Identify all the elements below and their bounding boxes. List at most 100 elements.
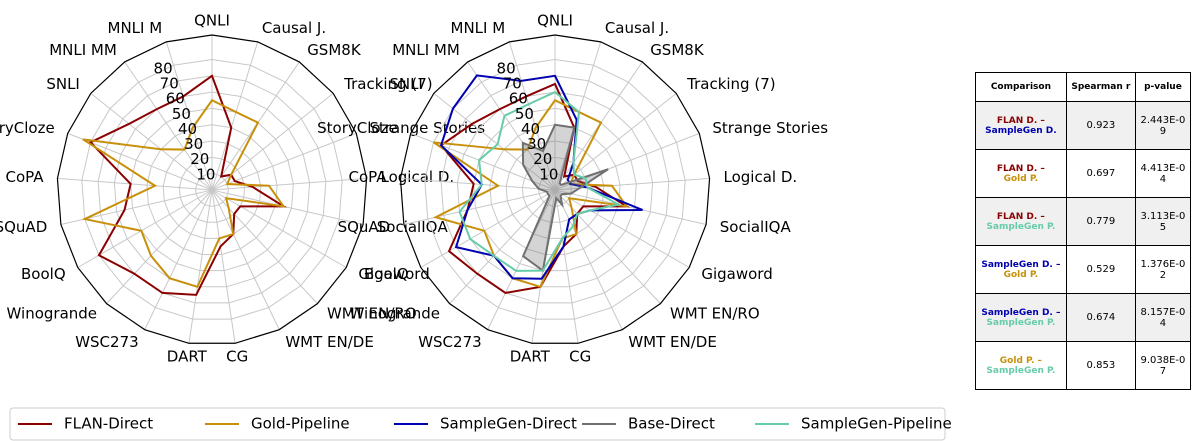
spoke bbox=[211, 41, 259, 191]
spoke bbox=[211, 189, 280, 330]
grid-ring bbox=[505, 140, 605, 239]
grid-ring bbox=[130, 107, 294, 272]
category-label: CoPA bbox=[348, 168, 387, 186]
r-tick-label: 50 bbox=[515, 105, 534, 123]
category-label: QNLI bbox=[537, 12, 573, 30]
spoke bbox=[508, 41, 556, 191]
outer-frame bbox=[399, 34, 711, 344]
spoke bbox=[211, 189, 236, 344]
pvalue-cell: 3.113E-05 bbox=[1134, 197, 1192, 246]
r-tick-label: 70 bbox=[160, 75, 179, 93]
pvalue: 1.376E-02 bbox=[1140, 258, 1186, 281]
spoke bbox=[400, 177, 556, 191]
spoke bbox=[487, 189, 556, 330]
name-a: SampleGen D. – bbox=[981, 259, 1061, 270]
category-label: Tracking (7) bbox=[343, 75, 432, 93]
spoke bbox=[211, 177, 367, 191]
spoke bbox=[433, 92, 556, 191]
pvalue-cell: 2.443E-09 bbox=[1134, 101, 1192, 150]
category-label: WSC273 bbox=[418, 333, 481, 351]
spearman-cell: 0.923 bbox=[1065, 101, 1136, 150]
category-label: QNLI bbox=[194, 12, 230, 30]
category-label: SNLI bbox=[46, 75, 80, 93]
pvalue: 4.413E-04 bbox=[1140, 162, 1186, 185]
grid-ring bbox=[81, 58, 343, 320]
grid-ring bbox=[456, 91, 654, 288]
name-b: SampleGen P. bbox=[986, 317, 1056, 328]
series-line bbox=[88, 74, 288, 296]
name-b: Gold P. bbox=[1003, 173, 1039, 184]
r-tick-label: 20 bbox=[190, 150, 209, 168]
comparison-cell: FLAN D. – SampleGen P. bbox=[975, 197, 1067, 246]
spoke bbox=[554, 189, 690, 268]
category-label: SNLI bbox=[389, 75, 423, 93]
grid-ring bbox=[424, 58, 686, 320]
category-label: SQuAD bbox=[338, 218, 391, 236]
spoke bbox=[554, 189, 707, 225]
name-a: FLAN D. – bbox=[996, 115, 1045, 126]
header-cell: p-value bbox=[1134, 72, 1192, 102]
category-label: MNLI M bbox=[451, 19, 506, 37]
table-row: FLAN D. – SampleGen D. 0.923 2.443E-09 bbox=[975, 101, 1192, 150]
category-label: WMT EN/RO bbox=[327, 304, 417, 322]
spoke bbox=[106, 189, 213, 304]
series-line bbox=[432, 98, 629, 289]
r-tick-label: 40 bbox=[178, 120, 197, 138]
table-row: Gold P. – SampleGen P. 0.853 9.038E-07 bbox=[975, 341, 1192, 390]
name-a: Gold P. – bbox=[999, 355, 1043, 366]
r-tick-label: 30 bbox=[184, 135, 203, 153]
category-label: Causal J. bbox=[605, 19, 669, 37]
spoke bbox=[211, 189, 364, 225]
category-label: Gigaword bbox=[701, 265, 772, 283]
spearman-cell: 0.779 bbox=[1065, 197, 1136, 246]
spoke bbox=[165, 41, 213, 191]
spoke bbox=[554, 189, 623, 330]
r-tick-label: 70 bbox=[503, 75, 522, 93]
category-label: StoryCloze bbox=[0, 119, 55, 137]
category-label: GSM8K bbox=[307, 41, 362, 59]
spoke bbox=[188, 189, 213, 344]
pvalue-cell: 1.376E-02 bbox=[1134, 245, 1192, 294]
spoke bbox=[449, 189, 556, 304]
grid-ring bbox=[97, 75, 327, 304]
spearman-cell: 0.853 bbox=[1065, 341, 1136, 390]
r-tick-label: 30 bbox=[527, 135, 546, 153]
category-label: Tracking (7) bbox=[686, 75, 775, 93]
category-label: Winogrande bbox=[350, 304, 441, 322]
legend-label: SampleGen-Direct bbox=[440, 415, 577, 433]
r-tick-label: 60 bbox=[509, 90, 528, 108]
name-a: FLAN D. – bbox=[996, 163, 1045, 174]
category-label: BoolQ bbox=[364, 265, 409, 283]
r-tick-label: 20 bbox=[533, 150, 552, 168]
comparison-table: Comparison Spearman r p-value FLAN D. – Samp… bbox=[975, 72, 1192, 390]
r-tick-label: 50 bbox=[172, 105, 191, 123]
category-label: Winogrande bbox=[7, 304, 98, 322]
category-label: CG bbox=[226, 348, 248, 366]
grid-ring bbox=[162, 140, 262, 239]
legend-box bbox=[9, 407, 946, 441]
pvalue-cell: 4.413E-04 bbox=[1134, 149, 1192, 198]
pvalue: 3.113E-05 bbox=[1140, 210, 1186, 233]
category-label: GSM8K bbox=[650, 41, 705, 59]
category-label: MNLI M bbox=[108, 19, 163, 37]
pvalue: 2.443E-09 bbox=[1140, 114, 1186, 137]
category-label: Gigaword bbox=[358, 265, 429, 283]
category-label: StoryCloze bbox=[317, 119, 398, 137]
spearman-cell: 0.529 bbox=[1065, 245, 1136, 294]
category-label: BoolQ bbox=[21, 265, 66, 283]
comparison-cell: Gold P. – SampleGen P. bbox=[975, 341, 1067, 390]
spoke bbox=[211, 189, 347, 268]
spoke bbox=[124, 61, 213, 191]
spoke bbox=[403, 189, 556, 225]
legend-label: Gold-Pipeline bbox=[251, 415, 350, 433]
category-label: Causal J. bbox=[262, 19, 326, 37]
grid-ring bbox=[113, 91, 311, 288]
category-label: Strange Stories bbox=[712, 119, 828, 137]
name-a: FLAN D. – bbox=[996, 211, 1045, 222]
comparison-cell: SampleGen D. – SampleGen P. bbox=[975, 293, 1067, 342]
r-tick-label: 80 bbox=[497, 59, 516, 77]
category-label: Logical D. bbox=[724, 168, 798, 186]
pvalue-cell: 9.038E-07 bbox=[1134, 341, 1192, 390]
header-cell: Comparison bbox=[975, 72, 1067, 102]
